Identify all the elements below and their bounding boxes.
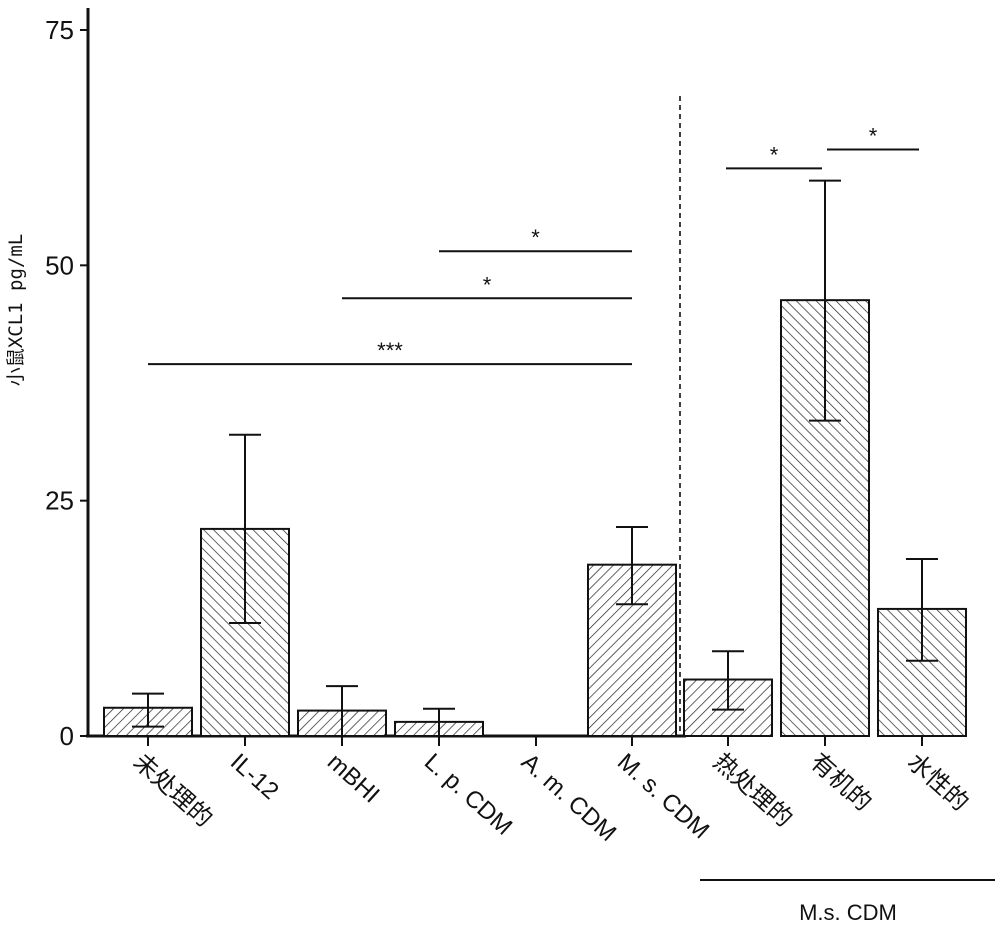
x-tick-label: 水性的	[902, 748, 974, 816]
significance-bracket-2: *	[342, 272, 632, 298]
significance-bracket-4: *	[726, 142, 822, 168]
significance-label: *	[531, 225, 540, 250]
x-tick-label: M. s. CDM	[612, 748, 714, 844]
y-tick-label: 25	[45, 486, 74, 516]
x-tick-label: 未处理的	[128, 748, 217, 832]
x-tick-label: 热处理的	[708, 748, 797, 832]
x-tick-label: A. m. CDM	[516, 748, 621, 847]
y-tick-label: 50	[45, 250, 74, 280]
bars	[104, 300, 966, 736]
x-tick-label: L. p. CDM	[419, 748, 517, 840]
y-tick-label: 0	[60, 721, 74, 751]
group-label: M.s. CDM	[799, 900, 897, 925]
y-tick-label: 75	[45, 15, 74, 45]
significance-label: *	[869, 124, 878, 149]
significance-bracket-3: *	[439, 225, 632, 251]
x-tick-label: IL-12	[225, 748, 284, 805]
significance-bracket-1: ***	[148, 338, 632, 364]
significance-label: ***	[377, 338, 403, 363]
x-tick-label: 有机的	[805, 748, 877, 816]
significance-label: *	[770, 142, 779, 167]
y-axis-label: 小鼠XCL1 pg/mL	[5, 234, 27, 386]
x-ticks: 未处理的IL-12 mBHI L. p. CDMA. m. CDMM. s. CDM…	[128, 736, 974, 847]
y-ticks: 0 25 50 75	[45, 15, 88, 751]
significance-label: *	[483, 272, 492, 297]
x-tick-label: mBHI	[322, 748, 385, 808]
significance-bracket-5: *	[827, 124, 919, 150]
